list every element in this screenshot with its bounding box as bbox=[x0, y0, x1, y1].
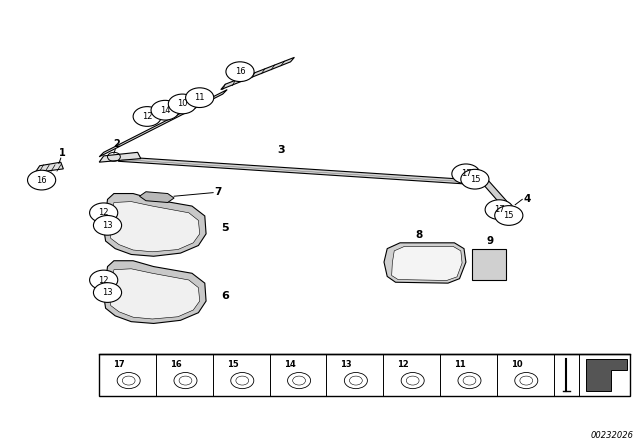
Circle shape bbox=[93, 215, 122, 235]
Polygon shape bbox=[118, 157, 477, 185]
Text: 2: 2 bbox=[114, 139, 120, 149]
Text: 15: 15 bbox=[504, 211, 514, 220]
Text: 1: 1 bbox=[60, 148, 66, 158]
Text: 12: 12 bbox=[99, 276, 109, 284]
Text: 12: 12 bbox=[99, 208, 109, 217]
Polygon shape bbox=[221, 57, 294, 90]
Text: 6: 6 bbox=[221, 291, 228, 301]
Circle shape bbox=[485, 200, 513, 220]
Polygon shape bbox=[110, 269, 200, 319]
Text: 14: 14 bbox=[160, 106, 170, 115]
Text: 5: 5 bbox=[221, 224, 228, 233]
Text: 13: 13 bbox=[102, 221, 113, 230]
Text: 00232026: 00232026 bbox=[591, 431, 634, 440]
Text: 3: 3 bbox=[278, 145, 285, 155]
Text: 16: 16 bbox=[170, 359, 182, 369]
Text: 8: 8 bbox=[415, 230, 423, 240]
Text: 16: 16 bbox=[235, 67, 245, 76]
Text: 12: 12 bbox=[397, 359, 409, 369]
Polygon shape bbox=[472, 249, 506, 280]
Text: 17: 17 bbox=[461, 169, 471, 178]
Text: 7: 7 bbox=[214, 187, 222, 197]
Text: 17: 17 bbox=[113, 359, 125, 369]
Polygon shape bbox=[110, 202, 200, 252]
Circle shape bbox=[93, 283, 122, 302]
Circle shape bbox=[226, 62, 254, 82]
Circle shape bbox=[90, 203, 118, 223]
Text: 4: 4 bbox=[524, 194, 531, 204]
Polygon shape bbox=[479, 175, 517, 217]
Polygon shape bbox=[140, 192, 174, 202]
Text: 14: 14 bbox=[284, 359, 295, 369]
Polygon shape bbox=[104, 194, 206, 256]
Circle shape bbox=[168, 94, 196, 114]
Text: 11: 11 bbox=[195, 93, 205, 102]
Polygon shape bbox=[384, 243, 466, 283]
Circle shape bbox=[133, 107, 161, 126]
Text: 12: 12 bbox=[142, 112, 152, 121]
Polygon shape bbox=[35, 162, 63, 172]
Circle shape bbox=[495, 206, 523, 225]
Text: 15: 15 bbox=[470, 175, 480, 184]
Text: 15: 15 bbox=[227, 359, 239, 369]
Text: 16: 16 bbox=[36, 176, 47, 185]
Polygon shape bbox=[392, 246, 462, 280]
Circle shape bbox=[186, 88, 214, 108]
Circle shape bbox=[151, 100, 179, 120]
Circle shape bbox=[28, 170, 56, 190]
Polygon shape bbox=[99, 90, 227, 157]
Text: 9: 9 bbox=[486, 236, 493, 246]
Polygon shape bbox=[99, 152, 141, 162]
Text: 17: 17 bbox=[494, 205, 504, 214]
Text: 10: 10 bbox=[177, 99, 188, 108]
Text: 13: 13 bbox=[340, 359, 352, 369]
Circle shape bbox=[461, 169, 489, 189]
Text: 11: 11 bbox=[454, 359, 466, 369]
Text: 13: 13 bbox=[102, 288, 113, 297]
Polygon shape bbox=[104, 261, 206, 323]
Polygon shape bbox=[586, 359, 627, 391]
Circle shape bbox=[90, 270, 118, 290]
Text: 10: 10 bbox=[511, 359, 522, 369]
Circle shape bbox=[452, 164, 480, 184]
Bar bbox=[99, 354, 630, 396]
